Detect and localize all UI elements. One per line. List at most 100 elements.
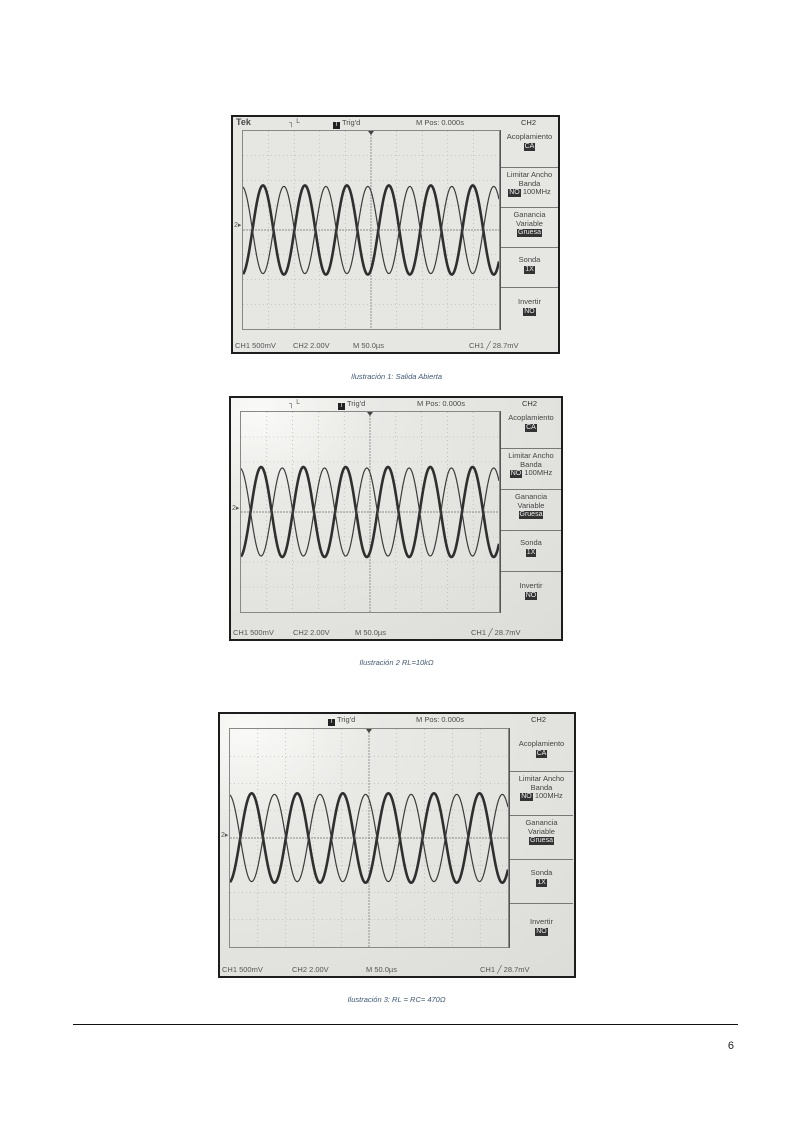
ch1-scale: CH1 500mV [235, 341, 276, 350]
ch1-waveform-trace [230, 793, 508, 883]
channel-menu: Acoplamiento CA Limitar Ancho Banda NO 1… [500, 130, 558, 330]
trigger-status: T Trig'd [333, 118, 360, 129]
scope-top-bar: Tek ┐└ T Trig'd M Pos: 0.000s CH2 [233, 117, 558, 129]
menu-gain-value: Gruesa [517, 229, 542, 237]
menu-bandwidth-limit[interactable]: Limitar Ancho Banda NO 100MHz [501, 168, 558, 208]
ch2-waveform-trace [243, 184, 499, 276]
menu-variable-gain[interactable]: Ganancia Variable Gruesa [501, 208, 558, 248]
menu-bandwidth-label: Limitar Ancho Banda [518, 774, 565, 792]
menu-coupling[interactable]: Acoplamiento CA [510, 728, 573, 772]
menu-probe-label: Sonda [530, 868, 553, 877]
trigger-status-text: Trig'd [337, 715, 356, 724]
figure-caption-2: Ilustración 2 RL=10kΩ [359, 658, 434, 667]
menu-coupling-label: Acoplamiento [506, 132, 553, 141]
scope-screen: T Trig'd M Pos: 0.000s CH2 2▸ Acoplamient… [220, 714, 574, 976]
menu-invert-value: NO [523, 307, 536, 316]
timebase-scale: M 50.0µs [353, 341, 384, 350]
trigger-status-text: Trig'd [342, 118, 361, 127]
menu-probe[interactable]: Sonda 1X [501, 531, 561, 572]
page-number: 6 [727, 1040, 734, 1052]
waveform-display [230, 729, 508, 947]
menu-invert[interactable]: Invertir NO [501, 288, 558, 330]
menu-gain-value: Gruesa [529, 837, 554, 845]
ground-level-marker: 2▸ [221, 832, 229, 839]
horizontal-position: M Pos: 0.000s [417, 399, 465, 408]
oscilloscope-screenshot-1: Tek ┐└ T Trig'd M Pos: 0.000s CH2 2▸ Acop… [231, 115, 560, 354]
figure-caption-3: Ilustración 3: RL = RC= 470Ω [347, 995, 446, 1004]
scope-bottom-bar: CH1 500mV CH2 2.00V M 50.0µs CH1 ╱ 28.7m… [231, 627, 561, 639]
ch2-waveform-trace [241, 465, 499, 559]
waveform-display [241, 412, 499, 612]
scope-bottom-bar: CH1 500mV CH2 2.00V M 50.0µs CH1 ╱ 28.7m… [220, 964, 574, 976]
ch2-scale: CH2 2.00V [293, 628, 330, 637]
menu-probe-value: 1X [536, 878, 547, 887]
trigger-readout: CH1 ╱ 28.7mV [471, 628, 521, 637]
ch1-waveform-trace [241, 467, 499, 557]
ch1-scale: CH1 500mV [233, 628, 274, 637]
trigger-position-marker [366, 729, 372, 733]
ch2-scale: CH2 2.00V [293, 341, 330, 350]
horizontal-position: M Pos: 0.000s [416, 118, 464, 127]
figure-caption-1: Ilustración 1: Salida Abierta [350, 372, 443, 381]
menu-probe-value: 1X [525, 548, 537, 557]
timebase-scale: M 50.0µs [366, 965, 397, 974]
scope-top-bar: ┐└ T Trig'd M Pos: 0.000s CH2 [231, 398, 561, 410]
trigger-status: T Trig'd [328, 715, 355, 726]
trigger-position-marker [368, 131, 374, 135]
footer-divider [73, 1024, 738, 1025]
menu-gain-label: Ganancia Variable [525, 818, 558, 836]
menu-coupling-value: CA [525, 423, 537, 432]
menu-coupling[interactable]: Acoplamiento CA [501, 411, 561, 449]
menu-gain-label: Ganancia Variable [513, 210, 546, 228]
menu-invert-value: NO [535, 927, 548, 936]
waveform-graticule [242, 130, 500, 330]
scope-screen: ┐└ T Trig'd M Pos: 0.000s CH2 2▸ Acoplami… [231, 398, 561, 639]
menu-probe[interactable]: Sonda 1X [501, 248, 558, 288]
menu-invert[interactable]: Invertir NO [510, 904, 573, 948]
channel-label: CH2 [531, 715, 547, 724]
menu-coupling-label: Acoplamiento [508, 413, 554, 422]
waveform-graticule [240, 411, 500, 613]
menu-bandwidth-value: NO [509, 470, 523, 478]
menu-invert-label: Invertir [518, 297, 541, 306]
channel-label: CH2 [522, 399, 538, 408]
menu-invert-label: Invertir [519, 581, 543, 590]
trigger-status-text: Trig'd [347, 399, 366, 408]
channel-menu: Acoplamiento CA Limitar Ancho Banda NO 1… [500, 411, 561, 613]
menu-invert[interactable]: Invertir NO [501, 572, 561, 613]
trigger-icon: T [328, 719, 335, 726]
menu-bandwidth-limit[interactable]: Limitar Ancho Banda NO 100MHz [501, 449, 561, 490]
trigger-readout: CH1 ╱ 28.7mV [480, 965, 530, 974]
trigger-mode-icon: ┐└ [289, 399, 300, 408]
horizontal-position: M Pos: 0.000s [416, 715, 464, 724]
menu-variable-gain[interactable]: Ganancia Variable Gruesa [510, 816, 573, 860]
menu-gain-label: Ganancia Variable [514, 492, 548, 510]
waveform-graticule [229, 728, 509, 948]
menu-probe[interactable]: Sonda 1X [510, 860, 573, 904]
ch1-waveform-trace [243, 185, 499, 275]
menu-bandwidth-label: Limitar Ancho Banda [508, 451, 554, 469]
channel-menu: Acoplamiento CA Limitar Ancho Banda NO 1… [509, 728, 573, 948]
ch2-scale: CH2 2.00V [292, 965, 329, 974]
menu-bandwidth-label: Limitar Ancho Banda [506, 170, 553, 188]
menu-gain-value: Gruesa [518, 511, 544, 519]
menu-coupling-value: CA [523, 142, 536, 151]
menu-bandwidth-suffix: 100MHz [534, 791, 563, 800]
menu-variable-gain[interactable]: Ganancia Variable Gruesa [501, 490, 561, 531]
menu-bandwidth-value: NO [520, 793, 533, 801]
oscilloscope-screenshot-3: T Trig'd M Pos: 0.000s CH2 2▸ Acoplamient… [218, 712, 576, 978]
waveform-display [243, 131, 499, 329]
menu-probe-value: 1X [524, 265, 535, 274]
trigger-readout: CH1 ╱ 28.7mV [469, 341, 519, 350]
trigger-icon: T [333, 122, 340, 129]
trigger-icon: T [338, 403, 345, 410]
menu-coupling-label: Acoplamiento [518, 739, 565, 748]
trigger-mode-icon: ┐└ [289, 118, 300, 127]
ch2-waveform-trace [230, 791, 508, 885]
channel-label: CH2 [521, 118, 537, 127]
menu-invert-label: Invertir [530, 917, 553, 926]
scope-screen: Tek ┐└ T Trig'd M Pos: 0.000s CH2 2▸ Acop… [233, 117, 558, 352]
menu-coupling[interactable]: Acoplamiento CA [501, 130, 558, 168]
oscilloscope-screenshot-2: ┐└ T Trig'd M Pos: 0.000s CH2 2▸ Acoplami… [229, 396, 563, 641]
menu-bandwidth-limit[interactable]: Limitar Ancho Banda NO 100MHz [510, 772, 573, 816]
